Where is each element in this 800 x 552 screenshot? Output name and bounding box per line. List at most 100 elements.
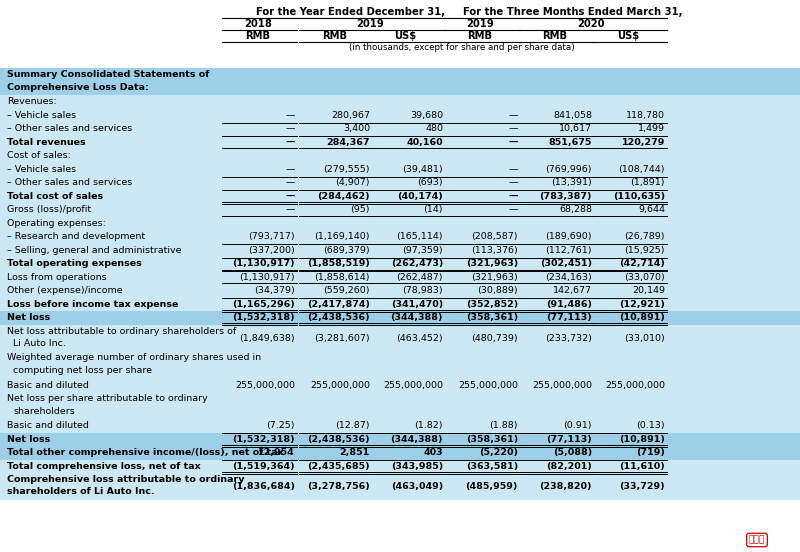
- Text: (34,379): (34,379): [254, 286, 295, 295]
- Text: 255,000,000: 255,000,000: [605, 381, 665, 390]
- Text: – Other sales and services: – Other sales and services: [7, 178, 132, 187]
- Text: For the Three Months Ended March 31,: For the Three Months Ended March 31,: [462, 7, 682, 17]
- Text: (363,581): (363,581): [466, 462, 518, 471]
- Text: (321,963): (321,963): [471, 273, 518, 282]
- Text: Total comprehensive loss, net of tax: Total comprehensive loss, net of tax: [7, 462, 201, 471]
- Text: (33,729): (33,729): [619, 482, 665, 491]
- Text: (82,201): (82,201): [546, 462, 592, 471]
- Bar: [0, 379, 800, 392]
- Text: —: —: [509, 164, 518, 174]
- Text: – Vehicle sales: – Vehicle sales: [7, 111, 76, 120]
- Text: (5,220): (5,220): [479, 448, 518, 457]
- Text: (1,165,296): (1,165,296): [232, 300, 295, 309]
- Text: (12.87): (12.87): [335, 421, 370, 430]
- Text: 2020: 2020: [578, 19, 606, 29]
- Text: (33,010): (33,010): [624, 333, 665, 342]
- Text: 255,000,000: 255,000,000: [458, 381, 518, 390]
- Text: —: —: [509, 138, 518, 147]
- Text: Total revenues: Total revenues: [7, 138, 86, 147]
- Text: (341,470): (341,470): [390, 300, 443, 309]
- Text: (2,438,536): (2,438,536): [307, 435, 370, 444]
- Bar: [0, 0, 800, 68]
- Text: (262,473): (262,473): [390, 259, 443, 268]
- Bar: [0, 392, 800, 419]
- Text: 851,675: 851,675: [549, 138, 592, 147]
- Text: (1.88): (1.88): [490, 421, 518, 430]
- Text: (337,200): (337,200): [248, 246, 295, 255]
- Text: (344,388): (344,388): [390, 313, 443, 322]
- Text: 3,400: 3,400: [343, 124, 370, 133]
- Bar: [0, 311, 800, 325]
- Text: (1,130,917): (1,130,917): [232, 259, 295, 268]
- Text: —: —: [286, 111, 295, 120]
- Bar: [0, 325, 800, 352]
- Text: (783,387): (783,387): [539, 192, 592, 201]
- Text: (0.13): (0.13): [636, 421, 665, 430]
- Text: 841,058: 841,058: [553, 111, 592, 120]
- Text: (719): (719): [636, 448, 665, 457]
- Bar: [0, 135, 800, 149]
- Text: Total other comprehensive income/(loss), net of tax: Total other comprehensive income/(loss),…: [7, 448, 284, 457]
- Text: Basic and diluted: Basic and diluted: [7, 421, 89, 430]
- Text: 255,000,000: 255,000,000: [383, 381, 443, 390]
- Text: (10,891): (10,891): [619, 435, 665, 444]
- Text: —: —: [286, 138, 295, 147]
- Text: (42,714): (42,714): [619, 259, 665, 268]
- Text: —: —: [509, 192, 518, 201]
- Text: (77,113): (77,113): [546, 313, 592, 322]
- Text: (1,836,684): (1,836,684): [232, 482, 295, 491]
- Text: (343,985): (343,985): [390, 462, 443, 471]
- Text: (352,852): (352,852): [466, 300, 518, 309]
- Text: Comprehensive Loss Data:: Comprehensive Loss Data:: [7, 82, 149, 92]
- Text: (2,435,685): (2,435,685): [307, 462, 370, 471]
- Bar: [0, 95, 800, 109]
- Text: 1,499: 1,499: [638, 124, 665, 133]
- Text: Cost of sales:: Cost of sales:: [7, 151, 71, 160]
- Text: – Vehicle sales: – Vehicle sales: [7, 164, 76, 174]
- Text: —: —: [509, 178, 518, 187]
- Text: (26,789): (26,789): [625, 232, 665, 241]
- Text: (321,963): (321,963): [466, 259, 518, 268]
- Text: 403: 403: [423, 448, 443, 457]
- Text: (793,717): (793,717): [248, 232, 295, 241]
- Bar: [0, 433, 800, 446]
- Text: – Research and development: – Research and development: [7, 232, 145, 241]
- Bar: [0, 352, 800, 379]
- Text: 12,954: 12,954: [258, 448, 295, 457]
- Text: (1,130,917): (1,130,917): [239, 273, 295, 282]
- Text: (78,983): (78,983): [402, 286, 443, 295]
- Text: Other (expense)/income: Other (expense)/income: [7, 286, 122, 295]
- Text: (233,732): (233,732): [545, 333, 592, 342]
- Text: Loss from operations: Loss from operations: [7, 273, 106, 282]
- Text: computing net loss per share: computing net loss per share: [13, 366, 152, 375]
- Bar: [0, 149, 800, 162]
- Text: RMB: RMB: [322, 31, 347, 41]
- Text: Total cost of sales: Total cost of sales: [7, 192, 103, 201]
- Text: (485,959): (485,959): [466, 482, 518, 491]
- Text: (97,359): (97,359): [402, 246, 443, 255]
- Bar: [0, 230, 800, 243]
- Bar: [0, 162, 800, 176]
- Text: 9,644: 9,644: [638, 205, 665, 214]
- Bar: [0, 243, 800, 257]
- Text: (13,391): (13,391): [551, 178, 592, 187]
- Text: Gross (loss)/profit: Gross (loss)/profit: [7, 205, 91, 214]
- Text: 142,677: 142,677: [553, 286, 592, 295]
- Text: (3,278,756): (3,278,756): [307, 482, 370, 491]
- Text: (10,891): (10,891): [619, 313, 665, 322]
- Bar: [0, 284, 800, 298]
- Text: (in thousands, except for share and per share data): (in thousands, except for share and per …: [349, 43, 574, 52]
- Text: (693): (693): [418, 178, 443, 187]
- Text: (480,739): (480,739): [471, 333, 518, 342]
- Text: (40,174): (40,174): [398, 192, 443, 201]
- Text: Net loss: Net loss: [7, 313, 50, 322]
- Text: —: —: [286, 164, 295, 174]
- Text: Revenues:: Revenues:: [7, 97, 57, 106]
- Text: —: —: [286, 178, 295, 187]
- Bar: [0, 459, 800, 473]
- Text: 39,680: 39,680: [410, 111, 443, 120]
- Text: shareholders: shareholders: [13, 406, 74, 416]
- Text: 2,851: 2,851: [340, 448, 370, 457]
- Text: (11,610): (11,610): [619, 462, 665, 471]
- Text: —: —: [286, 205, 295, 214]
